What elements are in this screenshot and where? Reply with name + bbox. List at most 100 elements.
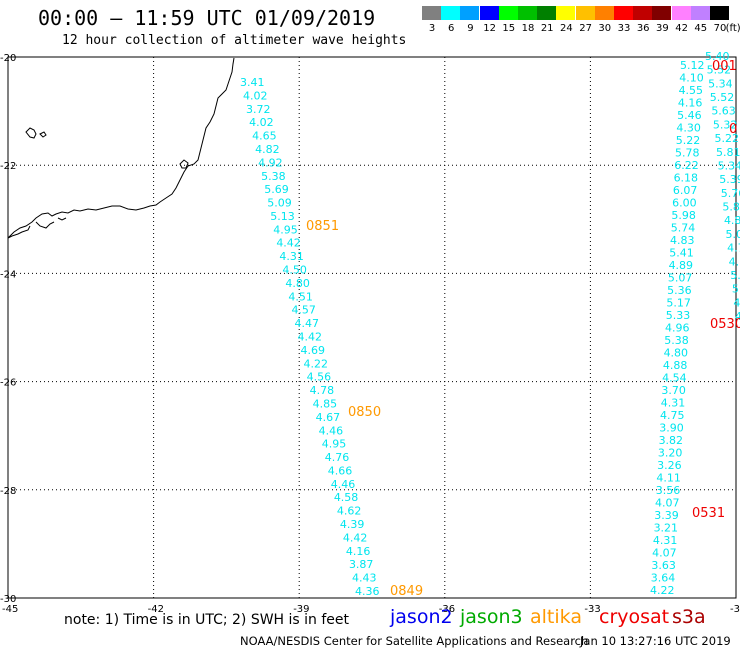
lat-label: -24 [0, 269, 16, 280]
swh-value: 4.07 [655, 497, 680, 510]
swh-value: 4.75 [660, 409, 685, 422]
scale-swatch [614, 6, 633, 20]
scale-swatch [556, 6, 576, 20]
swh-value: 3.87 [349, 558, 374, 571]
map-subtitle: 12 hour collection of altimeter wave hei… [62, 33, 407, 48]
swh-value: 4.85 [313, 397, 338, 410]
lat-lon-grid [7, 56, 737, 599]
pass-time-label: 0 [729, 122, 737, 137]
swh-value: 5.89 [722, 201, 740, 214]
swh-value: 5.81 [716, 146, 740, 159]
pass-time-label: 0531 [692, 506, 725, 521]
swh-value: 5.32 [713, 118, 738, 131]
lon-label: -45 [2, 604, 18, 615]
pass-time-label: 0850 [348, 405, 381, 420]
swh-value: 5.41 [669, 247, 694, 260]
footer-note: note: 1) Time is in UTC; 2) SWH is in fe… [64, 612, 350, 628]
swh-value: 4.95 [273, 223, 298, 236]
swh-value: 5.76 [721, 187, 740, 200]
scale-swatch [652, 6, 672, 20]
scale-swatch [441, 6, 461, 20]
swh-value: 4. [733, 296, 740, 309]
swh-value: 4.11 [656, 472, 681, 485]
swh-value: 5.40 [705, 50, 730, 63]
swh-value: 5.5 [730, 269, 740, 282]
satellite-legend-item: altika [530, 606, 582, 628]
axis-labels: -45 -42 -39 -36 -33 -30 -20 -22 -24 -26 -28 -30 [0, 53, 740, 615]
pass-time-label: 0849 [390, 584, 423, 599]
scale-swatch [671, 6, 691, 20]
scale-swatch [518, 6, 537, 20]
coastline [7, 57, 235, 239]
swh-value: 4.55 [679, 84, 704, 97]
swh-value: 5.34 [718, 159, 740, 172]
pass-time-label: 0530 [710, 317, 740, 332]
satellite-legend-item: cryosat [599, 606, 670, 628]
lon-label: -42 [148, 604, 164, 615]
swh-value: 5.07 [668, 272, 693, 285]
swh-value: 4.88 [663, 359, 688, 372]
swh-value: 5.63 [711, 105, 736, 118]
swh-value: 3.64 [651, 572, 676, 585]
swh-value: 4.76 [325, 451, 350, 464]
swh-value: 4.66 [328, 464, 353, 477]
swh-value: 5.33 [666, 309, 691, 322]
swh-value: 4.57 [291, 304, 316, 317]
swh-value: 4.31 [653, 534, 678, 547]
island [179, 159, 189, 169]
swh-value: 4.51 [288, 290, 313, 303]
swh-value: 4.07 [652, 547, 677, 560]
satellite-legend-item: s3a [672, 606, 706, 628]
swh-value: 4.22 [304, 357, 329, 370]
swh-value: 4.02 [249, 116, 274, 129]
swh-value: 4.30 [676, 122, 701, 135]
swh-value: 5.12 [680, 59, 705, 72]
swh-value: 4.50 [282, 264, 307, 277]
swh-value: 4.42 [276, 237, 301, 250]
swh-value: 4.80 [664, 347, 689, 360]
scale-label: 36 [636, 23, 650, 34]
scale-swatch [479, 6, 499, 20]
swh-value: 4.42 [298, 331, 323, 344]
swh-value: 4.83 [670, 234, 695, 247]
swh-value: 5.46 [677, 109, 702, 122]
swh-value: 3.90 [659, 422, 684, 435]
swh-value: 4.78 [310, 384, 335, 397]
swh-value: 4.54 [662, 372, 687, 385]
scale-label: 12 [483, 23, 496, 34]
scale-label: 70 [713, 23, 727, 34]
swh-value: 4.39 [340, 518, 365, 531]
scale-label: 45 [694, 23, 708, 34]
scale-swatch [690, 6, 710, 20]
island [25, 127, 37, 139]
swh-value: 3.82 [659, 434, 684, 447]
swh-value: 4.22 [650, 584, 675, 597]
swh-value: 3.72 [246, 103, 270, 116]
swh-value: 4.58 [334, 491, 359, 504]
scale-label: 42 [675, 23, 688, 34]
swh-value: 5.08 [726, 228, 740, 241]
swh-value: 4.89 [669, 259, 694, 272]
scale-swatch [537, 6, 557, 20]
scale-swatch [633, 6, 653, 20]
lat-label: -26 [0, 378, 16, 389]
scale-swatch [422, 6, 441, 20]
swh-track-west: 3.414.023.724.024.654.824.925.385.695.09… [240, 76, 380, 598]
swh-value: 3.21 [654, 522, 679, 535]
swh-value: 3.20 [658, 447, 683, 460]
lon-label: -39 [293, 604, 309, 615]
swh-value: 4.96 [665, 322, 690, 335]
lat-label: -28 [0, 486, 16, 497]
scale-label: 39 [656, 23, 669, 34]
swh-value: 4.80 [285, 277, 310, 290]
scale-swatch [575, 6, 595, 20]
swh-value: 4.67 [316, 411, 341, 424]
swh-value: 4.46 [319, 424, 344, 437]
satellite-legend-item: jason3 [460, 606, 523, 628]
swh-value: 5.38 [664, 334, 689, 347]
lat-label: -30 [0, 594, 16, 605]
map-title: 00:00 – 11:59 UTC 01/09/2019 [38, 6, 376, 30]
swh-value: 4.69 [301, 344, 326, 357]
scale-label: 24 [560, 23, 573, 34]
